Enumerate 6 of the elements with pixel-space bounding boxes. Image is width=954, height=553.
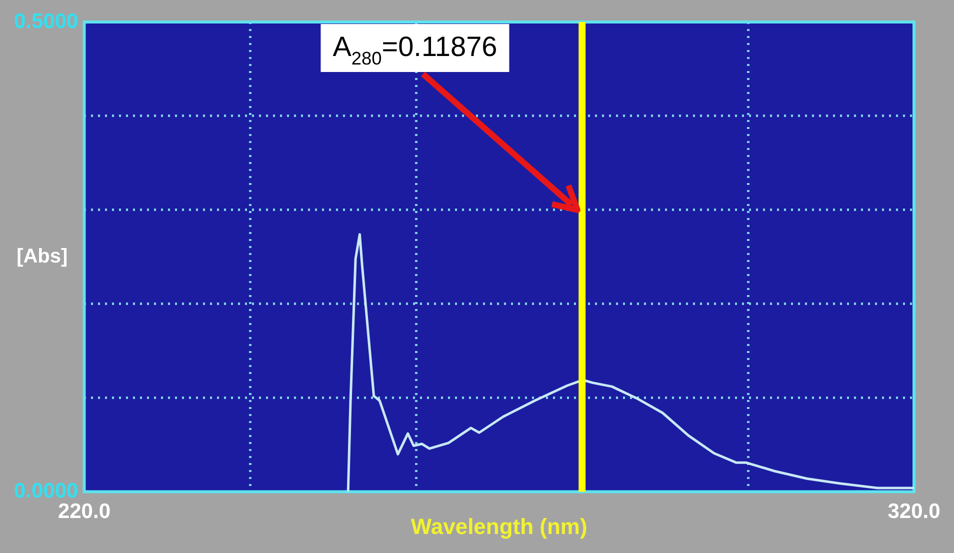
y-tick-label: 0.5000: [14, 10, 78, 33]
x-axis-title: Wavelength (nm): [410, 514, 588, 539]
x-tick-label: 220.0: [58, 500, 111, 524]
x-tick-label: 320.0: [888, 500, 940, 524]
y-tick-label: 0.0000: [14, 480, 78, 503]
y-axis-title: [Abs]: [16, 245, 68, 268]
